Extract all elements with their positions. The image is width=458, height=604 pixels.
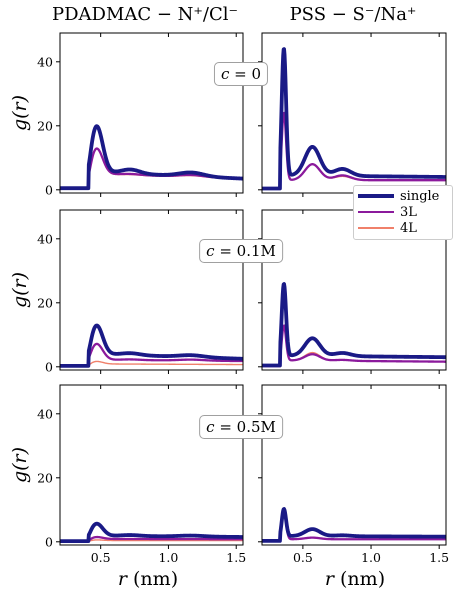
y-tick-label: 0 bbox=[45, 534, 53, 549]
x-tick-label: 0.5 bbox=[91, 550, 111, 565]
series-line-4l bbox=[60, 360, 243, 368]
x-axis-var: r bbox=[324, 568, 334, 590]
condition-label-row3: c = 0.5M bbox=[199, 415, 283, 439]
plot-frame bbox=[59, 32, 244, 194]
series-line-single bbox=[60, 323, 243, 368]
y-tick-label: 40 bbox=[37, 54, 53, 69]
condition-var: c bbox=[220, 65, 230, 83]
legend-swatch-4l bbox=[358, 227, 394, 229]
panel-r1-c2 bbox=[258, 32, 447, 197]
y-tick-label: 20 bbox=[37, 470, 53, 485]
x-tick-label: 1.0 bbox=[361, 550, 381, 565]
condition-value: = 0 bbox=[234, 65, 262, 83]
series-line-4l bbox=[60, 539, 243, 543]
y-tick-label: 40 bbox=[37, 231, 53, 246]
condition-label-row2: c = 0.1M bbox=[199, 239, 283, 263]
condition-value: = 0.1M bbox=[219, 242, 276, 260]
x-axis-var: r bbox=[117, 568, 127, 590]
panel-r2-c1: 0 20 40 bbox=[37, 209, 244, 374]
series-line-3l bbox=[262, 510, 446, 543]
panel-r3-c2: 0.5 1.0 1.5 bbox=[258, 384, 449, 565]
x-axis-label-right: r (nm) bbox=[325, 568, 385, 590]
x-axis-unit: (nm) bbox=[133, 568, 179, 590]
series-line-3l bbox=[262, 111, 446, 190]
y-tick-label: 20 bbox=[37, 295, 53, 310]
panel-r1-c1: 0 20 40 bbox=[37, 32, 244, 197]
legend-label-4l: 4L bbox=[400, 220, 417, 236]
column-title-pdadmac: PDADMAC − N⁺/Cl⁻ bbox=[51, 4, 239, 25]
series-line-3l bbox=[60, 535, 243, 543]
y-tick-label: 20 bbox=[37, 118, 53, 133]
x-axis-unit: (nm) bbox=[340, 568, 386, 590]
series-line-single bbox=[60, 124, 243, 191]
condition-var: c bbox=[206, 242, 215, 260]
plot-frame bbox=[261, 384, 447, 546]
series-line-single bbox=[60, 521, 243, 544]
y-tick-label: 40 bbox=[37, 406, 53, 421]
condition-label-row1: c = 0 bbox=[213, 62, 269, 86]
y-tick-label: 0 bbox=[45, 182, 53, 197]
y-tick-label: 0 bbox=[45, 359, 53, 374]
series-line-single bbox=[262, 507, 446, 543]
x-tick-label: 1.5 bbox=[226, 550, 246, 565]
series-line-single bbox=[262, 47, 446, 191]
series-line-single bbox=[262, 282, 446, 368]
legend-swatch-3l bbox=[358, 210, 394, 214]
series-line-3l bbox=[262, 324, 446, 368]
plot-frame bbox=[59, 384, 244, 546]
legend-item-single: single bbox=[358, 188, 439, 204]
legend-item-3l: 3L bbox=[358, 204, 417, 220]
x-axis-label-left: r (nm) bbox=[118, 568, 178, 590]
condition-value: = 0.5M bbox=[219, 418, 276, 436]
panel-r3-c1: 0.5 1.0 1.5 0 20 40 bbox=[37, 384, 246, 565]
condition-var: c bbox=[206, 418, 215, 436]
x-tick-label: 1.5 bbox=[429, 550, 449, 565]
legend-swatch-single bbox=[358, 194, 394, 198]
x-tick-label: 1.0 bbox=[158, 550, 178, 565]
plot-frame bbox=[59, 209, 244, 371]
x-tick-label: 0.5 bbox=[293, 550, 313, 565]
legend-label-3l: 3L bbox=[400, 204, 417, 220]
legend: single 3L 4L bbox=[353, 185, 453, 240]
legend-item-4l: 4L bbox=[358, 220, 417, 236]
legend-label-single: single bbox=[400, 188, 440, 204]
column-title-pss: PSS − S⁻/Na⁺ bbox=[289, 4, 417, 25]
